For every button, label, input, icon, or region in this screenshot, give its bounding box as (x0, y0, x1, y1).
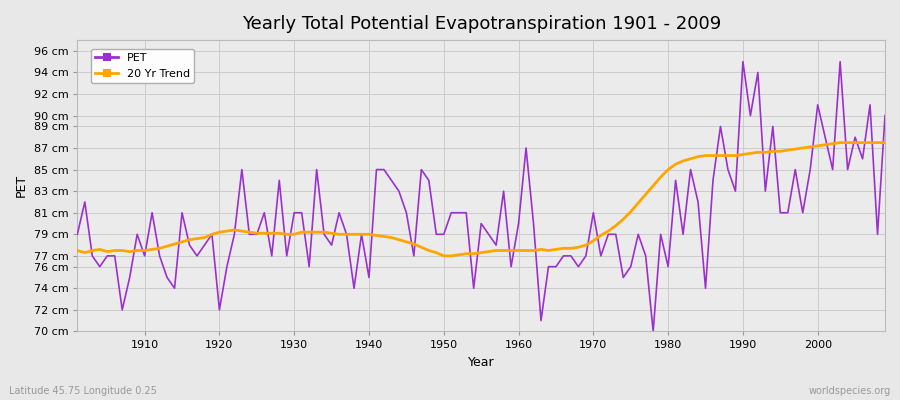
X-axis label: Year: Year (468, 356, 494, 369)
Legend: PET, 20 Yr Trend: PET, 20 Yr Trend (91, 48, 194, 83)
Y-axis label: PET: PET (15, 174, 28, 197)
Text: Latitude 45.75 Longitude 0.25: Latitude 45.75 Longitude 0.25 (9, 386, 157, 396)
Text: worldspecies.org: worldspecies.org (809, 386, 891, 396)
Title: Yearly Total Potential Evapotranspiration 1901 - 2009: Yearly Total Potential Evapotranspiratio… (241, 15, 721, 33)
